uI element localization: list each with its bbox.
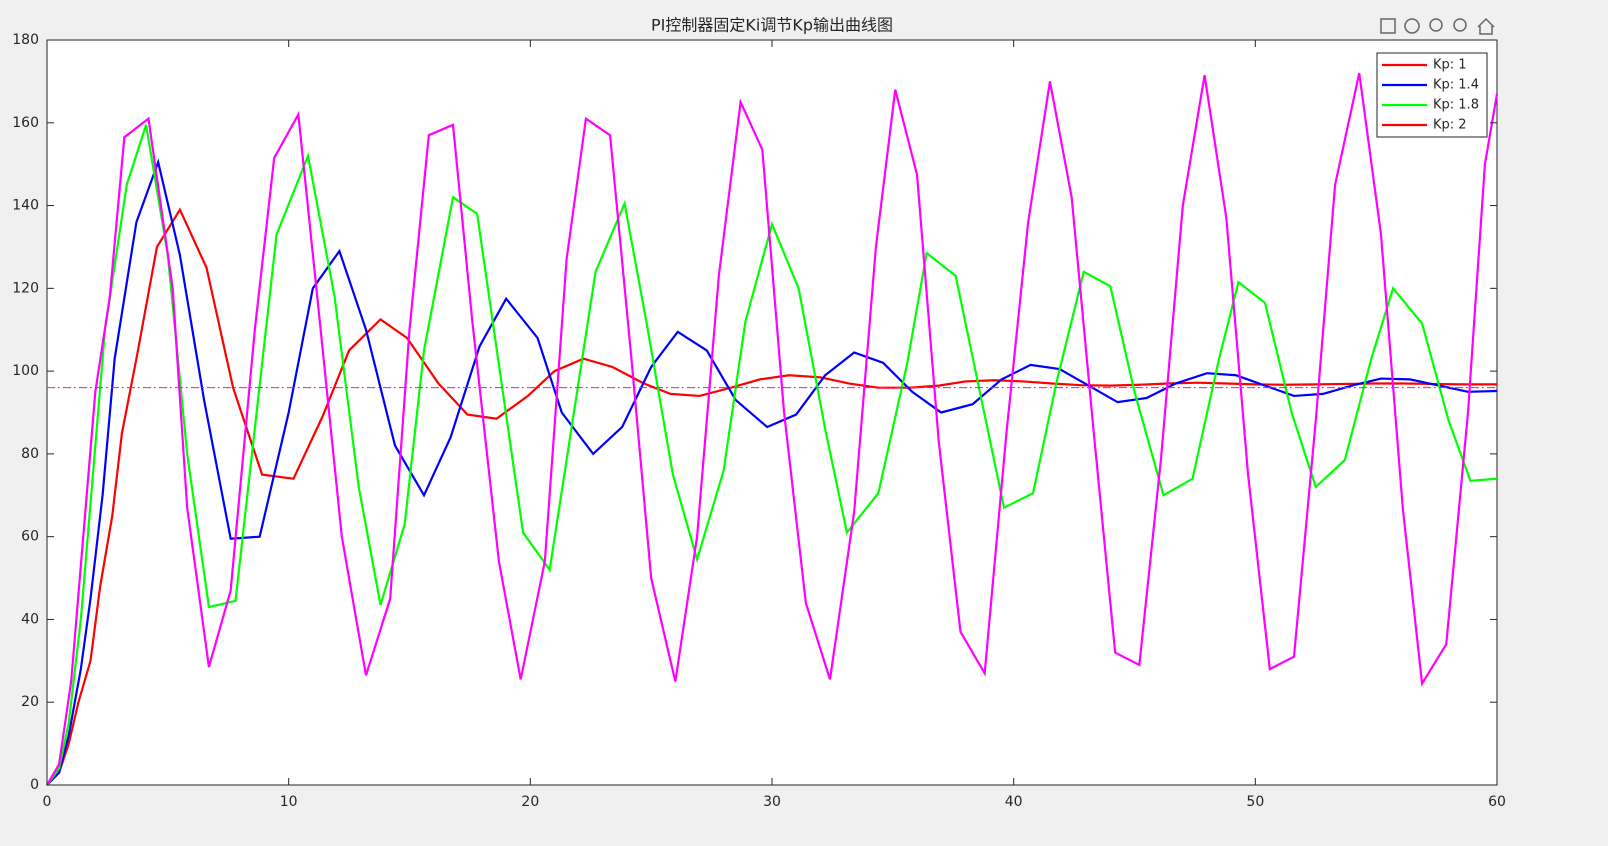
x-tick-label: 0 xyxy=(43,794,52,810)
legend-label: Kp: 1.4 xyxy=(1433,78,1479,93)
y-tick-label: 160 xyxy=(12,115,39,131)
legend-label: Kp: 2 xyxy=(1433,118,1467,133)
legend-label: Kp: 1 xyxy=(1433,58,1467,73)
y-tick-label: 120 xyxy=(12,280,39,296)
legend-label: Kp: 1.8 xyxy=(1433,98,1479,113)
line-series xyxy=(46,124,1498,786)
y-tick-label: 60 xyxy=(21,529,39,545)
y-tick-label: 0 xyxy=(30,777,39,793)
y-tick-label: 80 xyxy=(21,446,39,462)
x-tick-label: 10 xyxy=(280,794,298,810)
x-tick-label: 50 xyxy=(1246,794,1264,810)
tool-icon[interactable] xyxy=(1429,18,1443,32)
tool-icon[interactable] xyxy=(1404,18,1420,34)
x-tick-label: 20 xyxy=(521,794,539,810)
chart-title: PI控制器固定Ki调节Kp输出曲线图 xyxy=(651,16,893,35)
tool-icon[interactable] xyxy=(1453,18,1467,32)
plot-area xyxy=(46,39,1498,786)
y-tick-label: 20 xyxy=(21,694,39,710)
marks xyxy=(46,72,1499,786)
x-tick-label: 40 xyxy=(1005,794,1023,810)
y-tick-label: 100 xyxy=(12,363,39,379)
line-series xyxy=(46,72,1499,786)
y-tick-label: 180 xyxy=(12,32,39,48)
x-tick-label: 60 xyxy=(1488,794,1506,810)
line-series xyxy=(46,158,1498,786)
line-series xyxy=(46,207,1497,786)
y-tick-label: 140 xyxy=(12,198,39,214)
legend-box xyxy=(1376,52,1488,138)
toolbar[interactable] xyxy=(1380,17,1495,35)
legend: Kp: 1 Kp: 1.4 Kp: 1.8 Kp: 2 xyxy=(1376,52,1488,138)
tool-icon[interactable] xyxy=(1380,18,1396,34)
y-tick-label: 40 xyxy=(21,611,39,627)
x-tick-label: 30 xyxy=(763,794,781,810)
tool-icon[interactable] xyxy=(1477,17,1495,35)
